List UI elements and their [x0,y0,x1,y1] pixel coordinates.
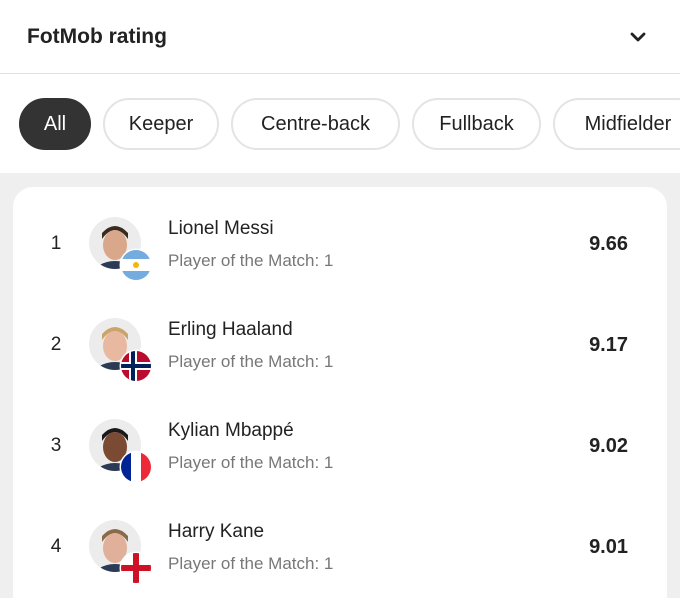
player-name: Harry Kane [168,521,265,542]
filter-tab[interactable]: All [19,98,91,150]
rank: 1 [50,233,62,254]
player-subtitle: Player of the Match: 1 [168,251,334,270]
player-rating: 9.01 [589,536,628,558]
player-row[interactable]: 3 Kylian Mbappé Player of the Match: 1 9.0… [13,419,667,510]
player-subtitle: Player of the Match: 1 [168,352,334,371]
player-avatar [89,217,153,282]
player-subtitle: Player of the Match: 1 [168,453,334,472]
player-avatar [89,419,153,484]
player-subtitle: Player of the Match: 1 [168,554,334,573]
player-name: Erling Haaland [168,319,293,340]
player-rating: 9.66 [589,233,628,255]
player-row[interactable]: 2 Erling Haaland Player of the Match: 1 9.… [13,318,667,409]
ranking-card: 1 Lionel Messi Player of the Match: 1 9.66… [13,187,667,598]
header[interactable]: FotMob rating [0,0,680,74]
player-row[interactable]: 1 Lionel Messi Player of the Match: 1 9.66 [13,217,667,308]
header-title: FotMob rating [27,25,167,48]
player-name: Kylian Mbappé [168,420,294,441]
player-row[interactable]: 4 Harry Kane Player of the Match: 1 9.01 [13,520,667,598]
rank: 2 [50,334,62,355]
rank: 4 [50,536,62,557]
player-avatar [89,520,153,585]
player-avatar [89,318,153,383]
filter-tab[interactable]: Midfielder [553,98,680,150]
filter-tab[interactable]: Fullback [412,98,541,150]
chevron[interactable] [628,29,648,45]
filter-tab[interactable]: Keeper [103,98,219,150]
filter-tab[interactable]: Centre-back [231,98,400,150]
player-name: Lionel Messi [168,218,274,239]
rank: 3 [50,435,62,456]
player-rating: 9.02 [589,435,628,457]
tab-bar: All Keeper Centre-back Fullback Midfielder [0,98,680,150]
player-rating: 9.17 [589,334,628,356]
